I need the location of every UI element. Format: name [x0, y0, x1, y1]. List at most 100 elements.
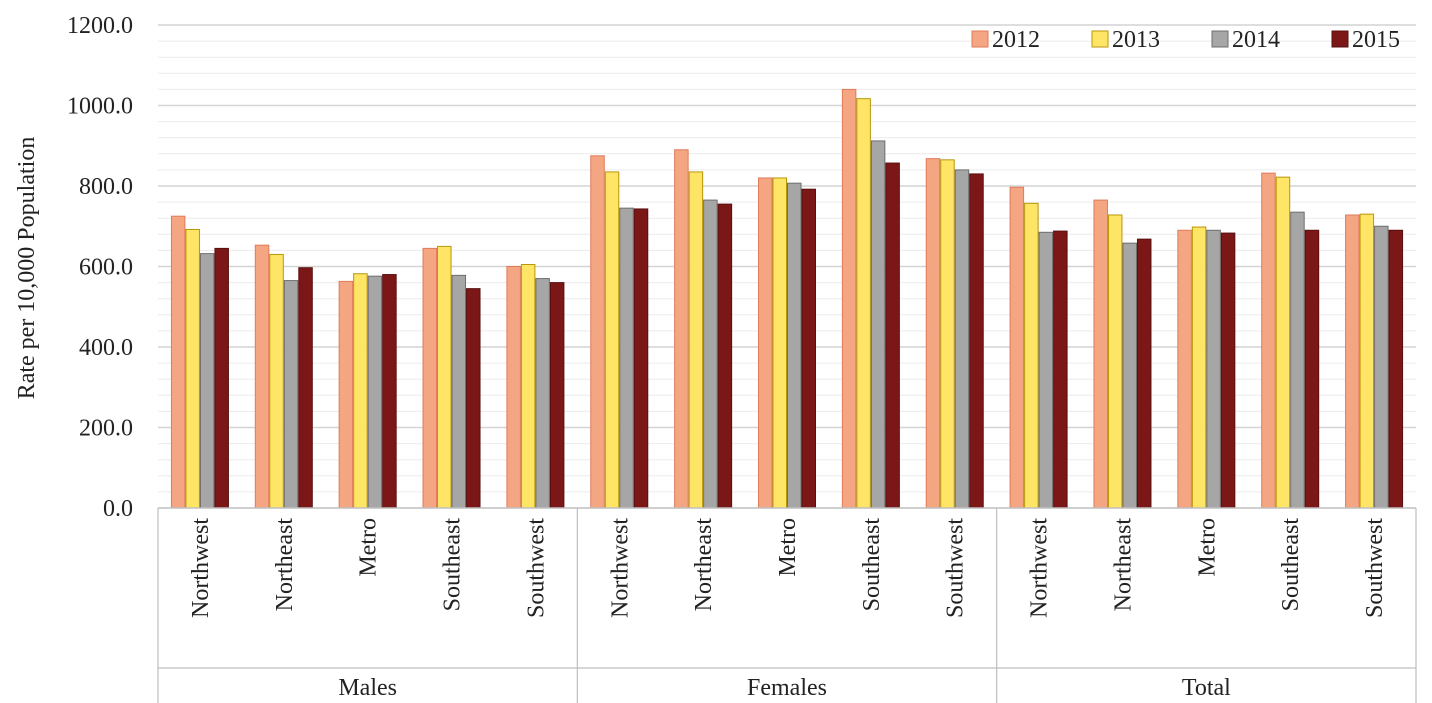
y-axis-label: Rate per 10,000 Population	[14, 137, 40, 400]
bar-2012	[1345, 214, 1360, 509]
bar-2014	[199, 253, 215, 509]
bar-2014	[367, 275, 383, 509]
bar-2014	[451, 274, 467, 509]
x-tick-label: Northwest	[1027, 518, 1053, 618]
bar-2015	[801, 188, 816, 509]
legend-swatch	[1331, 30, 1349, 48]
bar-2012	[590, 155, 605, 509]
x-tick-label: Northeast	[1110, 518, 1136, 612]
bar-2015	[214, 247, 229, 509]
x-axis: Northwest Northeast Metro Southeast Southwes…	[157, 507, 1417, 703]
bar-2013	[856, 98, 871, 509]
y-tick-label: 1200.0	[67, 13, 133, 39]
group-label: Males	[338, 675, 397, 701]
bar-2012	[254, 244, 270, 509]
legend-label: 2012	[992, 27, 1040, 53]
bar-2014	[787, 182, 802, 509]
legend-swatch	[971, 30, 989, 48]
bar-2015	[969, 173, 984, 509]
bar-2015	[1053, 230, 1068, 509]
legend-swatch	[1211, 30, 1229, 48]
x-tick-label: Southwest	[1362, 518, 1388, 618]
bar-2014	[535, 278, 550, 509]
bar-2014	[619, 207, 634, 509]
bar-2014	[870, 140, 886, 509]
bar-2015	[717, 203, 733, 509]
group-label: Total	[1182, 675, 1231, 701]
x-tick-label: Southeast	[859, 518, 885, 612]
bar-2013	[1275, 176, 1291, 509]
bar-2014	[1122, 242, 1137, 509]
y-tick-label: 200.0	[79, 416, 133, 442]
bar-2013	[520, 263, 536, 509]
y-tick-label: 1000.0	[67, 94, 133, 120]
bar-2013	[1191, 226, 1207, 509]
y-tick-label: 0.0	[103, 496, 133, 522]
legend-label: 2014	[1232, 27, 1280, 53]
x-tick-label: Southwest	[943, 518, 969, 618]
legend-item: 2013	[1091, 27, 1160, 53]
bar-2012	[925, 158, 941, 509]
bar-2012	[170, 215, 186, 509]
x-tick-label: Metro	[356, 518, 382, 577]
bar-2013	[437, 245, 452, 509]
x-tick-label: Southeast	[440, 518, 466, 612]
legend-item: 2015	[1331, 27, 1400, 53]
bar-2015	[298, 267, 313, 509]
bar-2014	[1206, 229, 1221, 509]
bar-2013	[269, 253, 284, 509]
bar-2015	[1220, 232, 1236, 509]
bar-2015	[466, 288, 481, 509]
group-label: Females	[747, 675, 827, 701]
bar-2012	[1093, 199, 1108, 509]
y-tick-label: 400.0	[79, 335, 133, 361]
bar-2015	[1304, 229, 1320, 509]
legend-swatch	[1091, 30, 1109, 48]
bar-2012	[422, 247, 438, 509]
x-tick-label: Northeast	[691, 518, 717, 612]
bar-2013	[1024, 202, 1039, 509]
bar-2013	[353, 273, 368, 509]
bar-2014	[954, 169, 970, 509]
bar-2014	[283, 280, 299, 509]
bars	[170, 88, 1404, 509]
bar-2014	[1374, 225, 1389, 509]
x-tick-label: Northeast	[272, 518, 298, 612]
bar-2012	[506, 266, 521, 509]
bar-2013	[1107, 214, 1123, 509]
bar-2013	[604, 171, 620, 509]
bar-2013	[1359, 213, 1375, 509]
x-tick-label: Northwest	[607, 518, 633, 618]
y-tick-label: 600.0	[79, 255, 133, 281]
legend-label: 2015	[1352, 27, 1400, 53]
bar-2014	[703, 199, 718, 509]
bar-2014	[1290, 211, 1305, 509]
x-tick-label: Metro	[775, 518, 801, 577]
x-tick-label: Metro	[1194, 518, 1220, 577]
x-tick-label: Northwest	[188, 518, 214, 618]
x-tick-label: Southwest	[523, 518, 549, 618]
y-axis: 0.0 200.0 400.0 600.0 800.0 1000.0 1200.0	[67, 13, 133, 522]
bar-2015	[1388, 229, 1404, 509]
bar-2012	[1177, 229, 1192, 509]
legend: 2012 2013 2014 2015	[971, 27, 1400, 53]
bar-2012	[674, 149, 689, 509]
bar-2015	[1136, 238, 1152, 509]
legend-item: 2014	[1211, 27, 1280, 53]
bar-2014	[1038, 231, 1054, 509]
bar-2012	[758, 177, 773, 509]
x-tick-label: Southeast	[1278, 518, 1304, 612]
bar-2013	[940, 159, 955, 509]
bar-2015	[382, 274, 397, 509]
bar-2015	[885, 162, 900, 509]
bar-2013	[772, 177, 787, 509]
bar-2015	[549, 282, 565, 509]
bar-2012	[841, 88, 857, 509]
bar-2015	[633, 208, 649, 509]
legend-item: 2012	[971, 27, 1040, 53]
bar-2012	[1261, 172, 1276, 509]
legend-label: 2013	[1112, 27, 1160, 53]
bar-2013	[688, 171, 704, 509]
bar-2012	[1009, 186, 1025, 509]
